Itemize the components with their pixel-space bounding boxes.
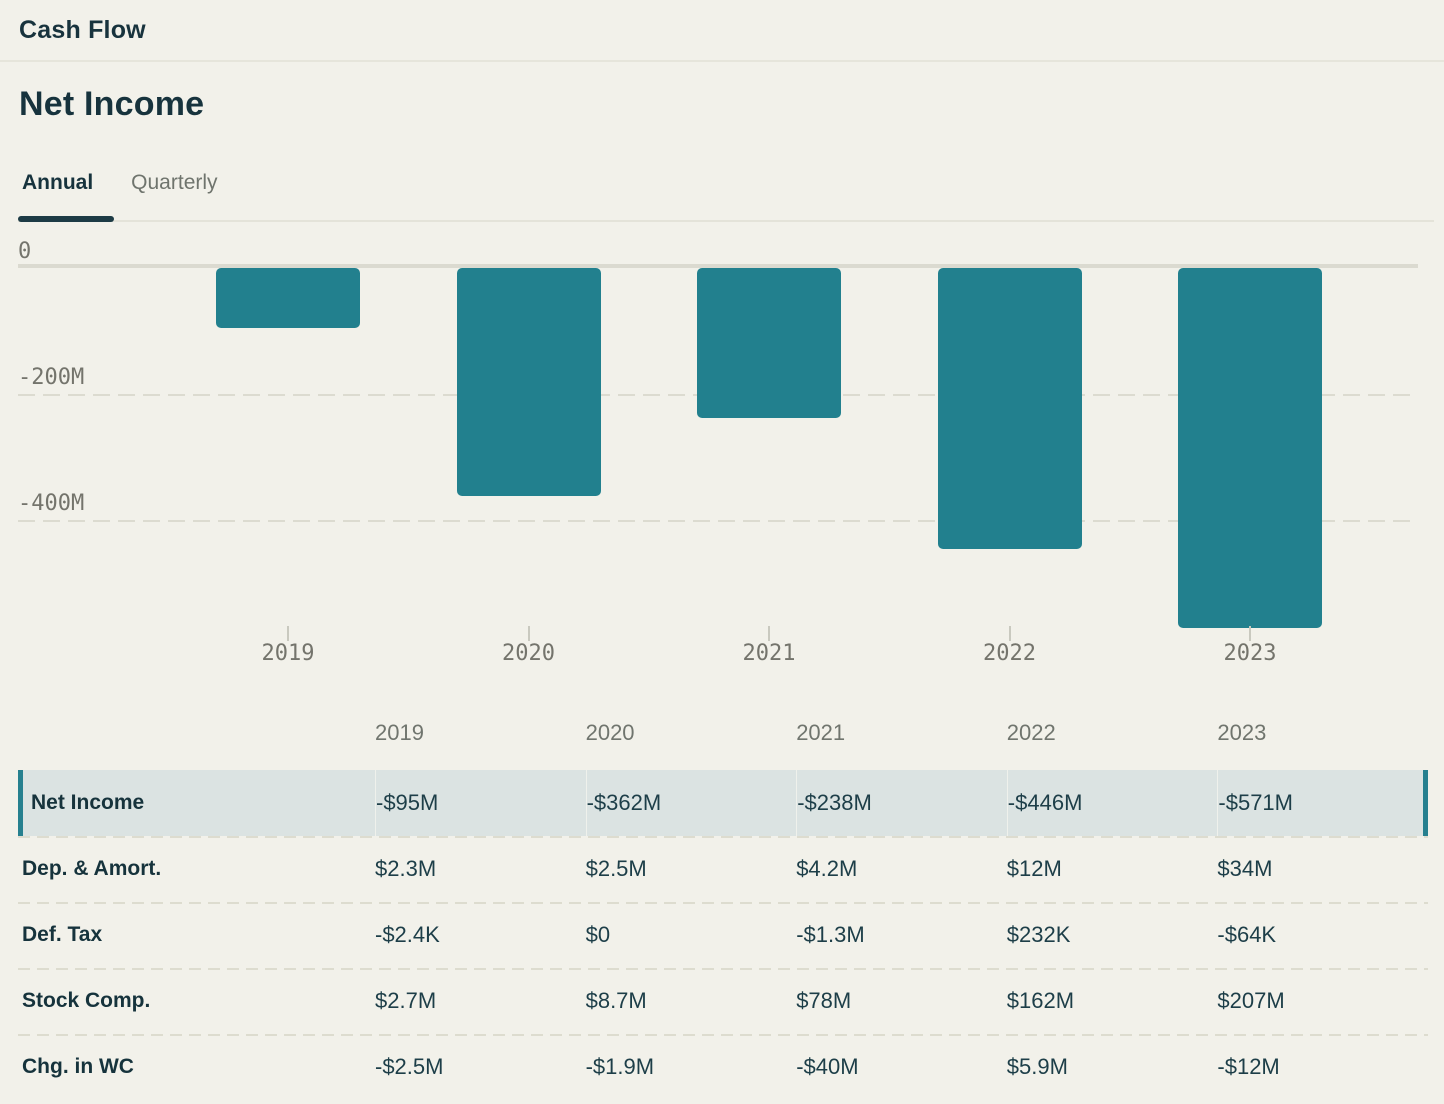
y-axis-tick-label: -400M	[18, 491, 85, 516]
cash-flow-table: 2019 2020 2021 2022 2023 Net Income -$95M -$362…	[18, 696, 1428, 1100]
dashed-gridline	[18, 520, 1418, 522]
row-label: Def. Tax	[22, 923, 103, 946]
zero-gridline	[18, 264, 1418, 268]
x-axis-tick	[287, 626, 289, 641]
bar-2019[interactable]	[216, 268, 360, 328]
value-2021: -$1.3M	[796, 922, 865, 947]
x-axis-label-2023: 2023	[1223, 641, 1277, 666]
value-2019: -$95M	[375, 770, 586, 836]
column-header-2019: 2019	[375, 720, 424, 745]
row-label: Chg. in WC	[22, 1055, 134, 1078]
section-title: Net Income	[19, 85, 205, 123]
value-2023: -$64K	[1217, 922, 1277, 947]
bar-2021[interactable]	[697, 268, 841, 418]
table-header-row: 2019 2020 2021 2022 2023	[18, 696, 1428, 770]
value-2020: $0	[585, 922, 611, 947]
value-2020: $8.7M	[585, 988, 647, 1013]
bar-2022[interactable]	[937, 268, 1082, 549]
value-2020: -$362M	[585, 770, 797, 836]
x-axis-tick	[1008, 626, 1011, 641]
page-title: Cash Flow	[19, 15, 146, 44]
value-2023: -$571M	[1217, 770, 1428, 836]
row-label: Stock Comp.	[22, 989, 151, 1012]
x-axis-tick	[1249, 626, 1251, 641]
table-row-def-tax[interactable]: Def. Tax -$2.4K $0 -$1.3M $232K -$64K	[18, 902, 1428, 968]
row-label: Net Income	[31, 791, 145, 814]
value-2021: -$40M	[796, 1054, 859, 1079]
value-2019: $2.7M	[375, 988, 437, 1013]
tab-annual[interactable]: Annual	[18, 168, 97, 198]
value-2021: -$238M	[796, 770, 1007, 836]
row-label: Dep. & Amort.	[22, 857, 162, 880]
value-2019: $2.3M	[375, 856, 437, 881]
value-2019: -$2.4K	[375, 922, 440, 947]
value-2022: $232K	[1006, 922, 1071, 947]
value-2022: $5.9M	[1006, 1054, 1068, 1079]
period-tabs: Annual Quarterly	[18, 168, 1434, 222]
bar-2023[interactable]	[1178, 268, 1322, 628]
x-axis-label-2022: 2022	[983, 641, 1036, 666]
table-row-chg-in-wc[interactable]: Chg. in WC -$2.5M -$1.9M -$40M $5.9M -$12M	[18, 1034, 1428, 1100]
column-header-2020: 2020	[585, 720, 635, 745]
table-row-dep-amort[interactable]: Dep. & Amort. $2.3M $2.5M $4.2M $12M $34M	[18, 836, 1428, 902]
value-2023: $207M	[1217, 988, 1285, 1013]
value-2021: $78M	[796, 988, 852, 1013]
active-tab-indicator	[18, 216, 114, 222]
x-axis-label-2020: 2020	[502, 641, 555, 666]
x-axis-tick	[527, 626, 530, 641]
value-2023: $34M	[1217, 856, 1273, 881]
bar-2020[interactable]	[456, 268, 601, 496]
x-axis-tick	[768, 626, 770, 641]
y-axis-tick-label: 0	[18, 239, 32, 264]
value-2022: $162M	[1006, 988, 1075, 1013]
value-2022: $12M	[1006, 856, 1062, 881]
page-header: Cash Flow	[0, 0, 1444, 62]
column-header-2021: 2021	[796, 720, 846, 745]
selected-row-accent-right	[1423, 770, 1428, 836]
x-axis-label-2019: 2019	[261, 641, 315, 666]
tab-quarterly[interactable]: Quarterly	[127, 168, 221, 198]
y-axis-tick-label: -200M	[18, 365, 85, 390]
value-2019: -$2.5M	[375, 1054, 444, 1079]
value-2020: $2.5M	[585, 856, 647, 881]
table-row-net-income[interactable]: Net Income -$95M -$362M -$238M -$446M -$571M	[18, 770, 1428, 836]
value-2021: $4.2M	[796, 856, 858, 881]
value-2022: -$446M	[1006, 770, 1218, 836]
selected-row-accent-left	[18, 770, 23, 836]
column-header-2023: 2023	[1217, 720, 1267, 745]
x-axis-label-2021: 2021	[742, 641, 796, 666]
table-row-stock-comp[interactable]: Stock Comp. $2.7M $8.7M $78M $162M $207M	[18, 968, 1428, 1034]
column-header-2022: 2022	[1006, 720, 1056, 745]
net-income-bar-chart: 0 -200M -400M 2019 2020 2021 2022 2023	[0, 238, 1444, 678]
value-2020: -$1.9M	[585, 1054, 655, 1079]
value-2023: -$12M	[1217, 1054, 1280, 1079]
